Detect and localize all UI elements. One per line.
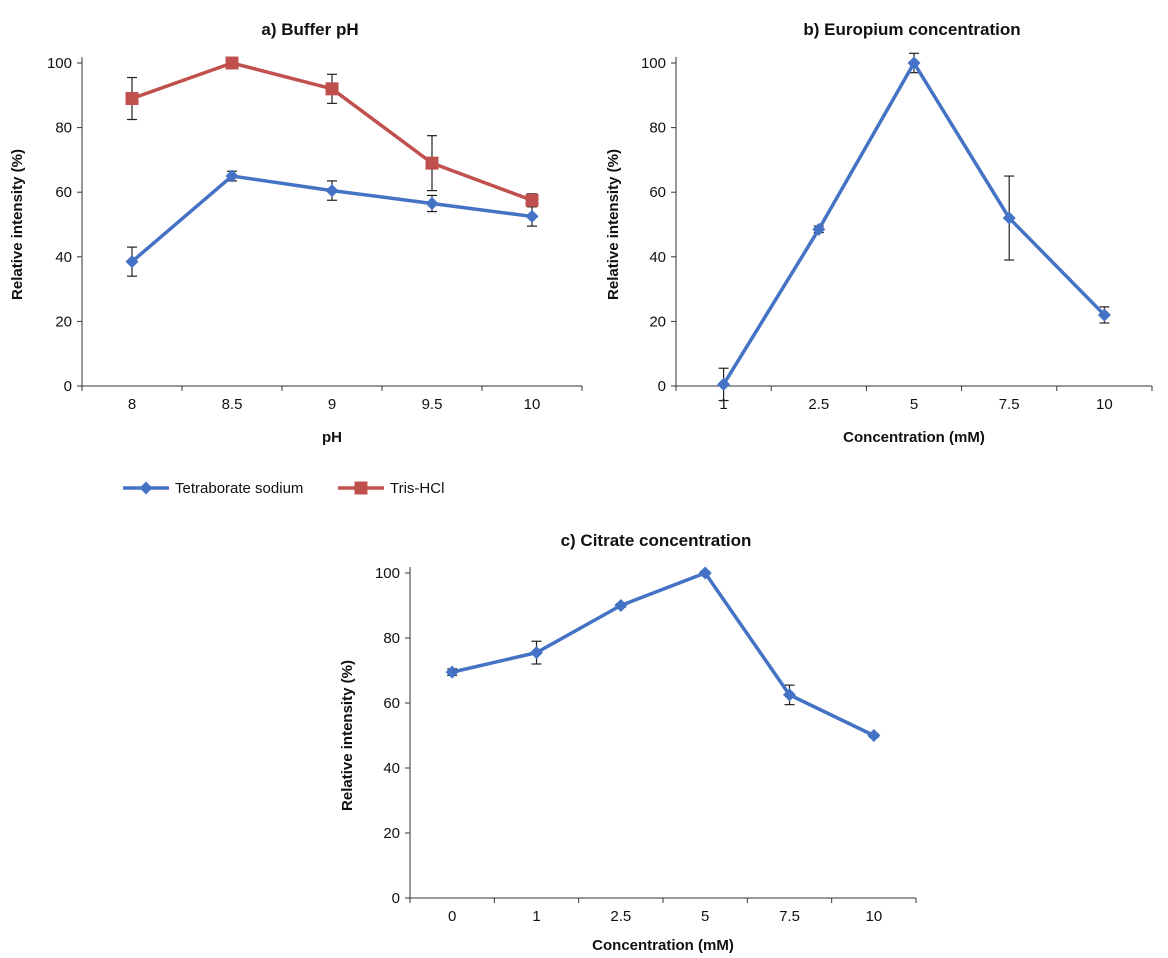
data-point — [525, 209, 539, 223]
legend-swatch-marker — [354, 481, 368, 495]
y-axis-label: Relative intensity (%) — [605, 149, 622, 300]
data-point — [225, 56, 239, 70]
chart-1: b) Europium concentration 0 20 40 60 80 100 1 2.… — [605, 20, 1153, 446]
data-point — [614, 599, 628, 612]
x-tick-label: 1 — [719, 396, 727, 413]
x-axis-label: Concentration (mM) — [592, 937, 734, 954]
data-point — [325, 184, 339, 198]
x-axis-label: pH — [322, 429, 342, 446]
y-tick-label: 40 — [649, 249, 666, 266]
data-point — [525, 193, 539, 207]
y-tick-label: 20 — [649, 313, 666, 330]
y-tick-label: 40 — [55, 249, 72, 266]
x-tick-label: 2.5 — [808, 396, 829, 413]
y-tick-label: 0 — [64, 378, 72, 395]
chart-title: b) Europium concentration — [803, 20, 1020, 39]
y-tick-label: 0 — [392, 890, 400, 907]
data-point — [907, 56, 921, 70]
y-tick-label: 80 — [649, 120, 666, 137]
y-axis-label: Relative intensity (%) — [9, 149, 26, 300]
series-1 — [125, 56, 539, 208]
y-tick-label: 60 — [383, 695, 400, 712]
x-tick-label: 8.5 — [222, 396, 243, 413]
data-point — [783, 688, 796, 702]
legend-entry: Tris-HCl — [390, 480, 444, 497]
data-point — [698, 566, 712, 580]
data-point — [125, 255, 139, 269]
data-point — [125, 92, 139, 106]
chart-title: a) Buffer pH — [261, 20, 358, 39]
y-tick-label: 100 — [47, 55, 72, 72]
x-tick-label: 2.5 — [610, 908, 631, 925]
chart-2: c) Citrate concentration 0 20 40 60 80 100 0 1 2.… — [339, 531, 917, 954]
y-tick-label: 0 — [658, 378, 666, 395]
x-tick-label: 7.5 — [999, 396, 1020, 413]
y-tick-label: 20 — [55, 313, 72, 330]
series-line — [722, 61, 1106, 386]
y-tick-label: 100 — [375, 565, 400, 582]
x-tick-label: 10 — [1096, 396, 1113, 413]
y-axis-label: Relative intensity (%) — [339, 660, 356, 811]
data-point — [1002, 211, 1016, 225]
data-point — [812, 222, 826, 236]
x-tick-label: 9 — [328, 396, 336, 413]
x-tick-label: 10 — [524, 396, 541, 413]
x-tick-label: 1 — [532, 908, 540, 925]
chart-title: c) Citrate concentration — [561, 531, 752, 550]
y-tick-label: 60 — [55, 184, 72, 201]
y-tick-label: 60 — [649, 184, 666, 201]
data-point — [717, 377, 731, 391]
series-0 — [445, 566, 881, 742]
x-axis-label: Concentration (mM) — [843, 429, 985, 446]
data-point — [425, 197, 439, 211]
y-tick-label: 40 — [383, 760, 400, 777]
x-tick-label: 8 — [128, 396, 136, 413]
y-tick-label: 80 — [55, 120, 72, 137]
y-tick-label: 20 — [383, 825, 400, 842]
legend-swatch-marker — [139, 481, 153, 495]
series-line — [451, 571, 875, 738]
data-point — [225, 169, 239, 183]
x-tick-label: 0 — [448, 908, 456, 925]
y-tick-label: 80 — [383, 630, 400, 647]
x-tick-label: 10 — [865, 908, 882, 925]
chart-0: a) Buffer pH 0 20 40 60 80 100 8 8.5 9 9.5 10 pH Rela… — [9, 20, 583, 497]
y-tick-label: 100 — [641, 55, 666, 72]
data-point — [867, 729, 881, 742]
data-point — [425, 156, 439, 170]
data-point — [530, 646, 543, 660]
legend-entry: Tetraborate sodium — [175, 480, 303, 497]
data-point — [445, 665, 459, 679]
x-tick-label: 9.5 — [422, 396, 443, 413]
data-point — [1097, 308, 1111, 322]
x-tick-label: 5 — [910, 396, 918, 413]
series-0 — [125, 169, 539, 277]
legend: Tetraborate sodium Tris-HCl — [123, 480, 444, 497]
x-tick-label: 7.5 — [779, 908, 800, 925]
x-tick-label: 5 — [701, 908, 709, 925]
data-point — [325, 82, 339, 96]
series-0 — [717, 52, 1111, 402]
